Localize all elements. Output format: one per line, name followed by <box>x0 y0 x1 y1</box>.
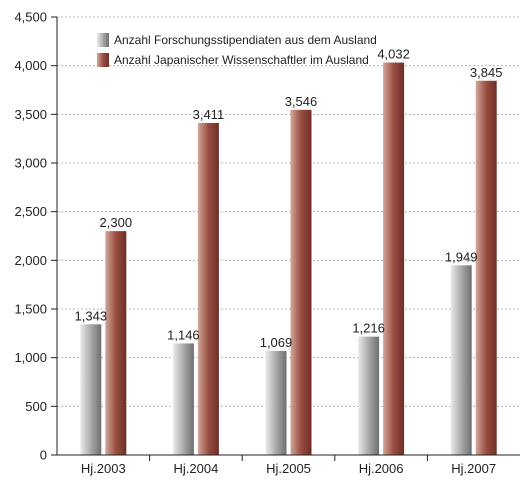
data-label-foreign-fellows: 1,069 <box>260 335 293 350</box>
bar-japanese-scientists <box>197 122 219 455</box>
data-label-japanese-scientists: 2,300 <box>100 215 133 230</box>
y-tick-label: 3,000 <box>14 156 47 171</box>
axis-layer: 0 500 1,000 1,500 2,000 2,500 3,000 3,500 4,000 4… <box>14 10 520 476</box>
y-tick-label: 1,500 <box>14 302 47 317</box>
y-tick-label: 500 <box>25 399 47 414</box>
x-tick-label: Hj.2003 <box>81 461 126 476</box>
data-label-foreign-fellows: 1,216 <box>352 321 385 336</box>
bar-japanese-scientists <box>383 62 405 455</box>
bars-layer <box>80 62 497 456</box>
labels-layer: 1,343 2,300 1,146 3,411 1,069 3,546 1,216 4,032… <box>75 47 503 350</box>
data-label-foreign-fellows: 1,343 <box>75 308 108 323</box>
legend-swatch-japanese-scientists <box>97 53 109 67</box>
data-label-foreign-fellows: 1,146 <box>167 327 200 342</box>
bar-japanese-scientists <box>475 80 497 456</box>
y-tick-label: 0 <box>40 448 47 463</box>
legend-label-japanese-scientists: Anzahl Japanischer Wissenschaftler im Au… <box>114 53 369 67</box>
data-label-japanese-scientists: 3,546 <box>285 94 318 109</box>
grid-layer <box>57 16 520 407</box>
x-tick-label: Hj.2007 <box>451 461 496 476</box>
x-tick-label: Hj.2005 <box>266 461 311 476</box>
y-tick-label: 2,000 <box>14 253 47 268</box>
y-tick-label: 4,500 <box>14 10 47 25</box>
y-tick-label: 2,500 <box>14 204 47 219</box>
bar-japanese-scientists <box>105 231 127 455</box>
x-tick-label: Hj.2006 <box>359 461 404 476</box>
bar-japanese-scientists <box>290 109 312 455</box>
y-tick-label: 1,000 <box>14 350 47 365</box>
data-label-foreign-fellows: 1,949 <box>445 249 478 264</box>
data-label-japanese-scientists: 3,845 <box>470 65 503 80</box>
bar-foreign-fellows <box>80 324 102 455</box>
bar-foreign-fellows <box>450 265 472 455</box>
bar-foreign-fellows <box>265 350 287 455</box>
y-tick-label: 4,000 <box>14 58 47 73</box>
bar-foreign-fellows <box>172 343 194 455</box>
legend-swatch-foreign-fellows <box>97 33 109 47</box>
x-tick-label: Hj.2004 <box>173 461 218 476</box>
bar-foreign-fellows <box>358 336 380 455</box>
legend: Anzahl Forschungsstipendiaten aus dem Au… <box>97 33 377 67</box>
data-label-japanese-scientists: 4,032 <box>377 47 410 62</box>
legend-label-foreign-fellows: Anzahl Forschungsstipendiaten aus dem Au… <box>114 33 377 47</box>
data-label-japanese-scientists: 3,411 <box>193 107 225 122</box>
y-tick-label: 3,500 <box>14 107 47 122</box>
